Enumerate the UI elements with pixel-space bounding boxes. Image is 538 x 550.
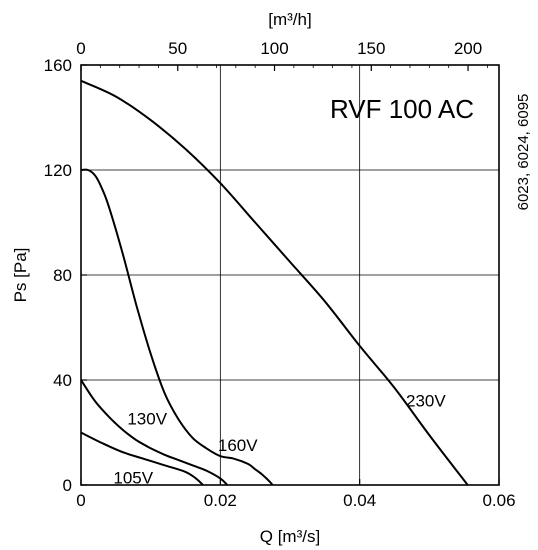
curve-160V	[80, 168, 274, 486]
grid-lines	[81, 65, 499, 485]
curve-label-130V: 130V	[127, 410, 167, 429]
y-tick-label: 0	[63, 476, 72, 495]
y-tick-label: 160	[44, 56, 72, 75]
curve-130V	[80, 379, 229, 486]
model-title: RVF 100 AC	[330, 94, 474, 124]
top-tick-label: 200	[454, 39, 482, 58]
model-numbers-note: 6023, 6024, 6095	[515, 94, 532, 211]
top-tick-label: 50	[168, 39, 187, 58]
curve-label-230V: 230V	[406, 391, 446, 410]
top-tick-label: 150	[357, 39, 385, 58]
curve-230V	[80, 79, 469, 486]
y-axis-title: Ps [Pa]	[11, 248, 30, 303]
x-axis-title: Q [m³/s]	[260, 527, 320, 546]
curve-labels: 230V 160V 130V 105V	[113, 391, 446, 487]
top-tick-label: 100	[260, 39, 288, 58]
top-axis-title: [m³/h]	[268, 10, 311, 29]
y-tick-label: 40	[53, 371, 72, 390]
x-tick-label: 0.02	[204, 491, 237, 510]
x-tick-label: 0	[76, 491, 85, 510]
x-axis-ticks: 0 0.02 0.04 0.06	[76, 479, 516, 510]
y-tick-label: 80	[53, 266, 72, 285]
y-tick-label: 120	[44, 161, 72, 180]
top-axis-ticks: 0 50 100 150 200	[76, 39, 488, 71]
curve-105V	[80, 431, 204, 486]
x-tick-label: 0.06	[482, 491, 515, 510]
curve-label-105V: 105V	[113, 469, 153, 488]
x-tick-label: 0.04	[343, 491, 376, 510]
top-tick-label: 0	[76, 39, 85, 58]
curve-label-160V: 160V	[218, 436, 258, 455]
fan-curves	[80, 79, 469, 486]
